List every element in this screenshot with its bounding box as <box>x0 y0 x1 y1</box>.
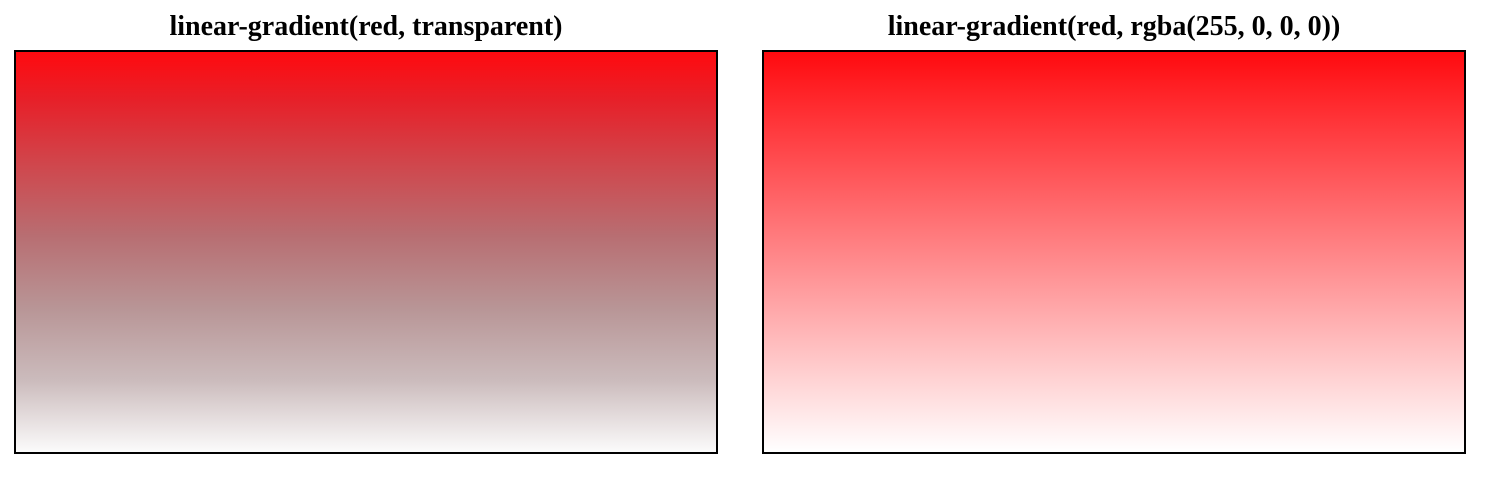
gradient-swatch-rgba <box>762 50 1466 454</box>
panel-caption: linear-gradient(red, transparent) <box>169 11 563 42</box>
gradient-panel-rgba: linear-gradient(red, rgba(255, 0, 0, 0)) <box>762 8 1466 454</box>
gradient-swatch-transparent <box>14 50 718 454</box>
gradient-panel-transparent: linear-gradient(red, transparent) <box>14 8 718 454</box>
panel-caption: linear-gradient(red, rgba(255, 0, 0, 0)) <box>887 11 1341 42</box>
